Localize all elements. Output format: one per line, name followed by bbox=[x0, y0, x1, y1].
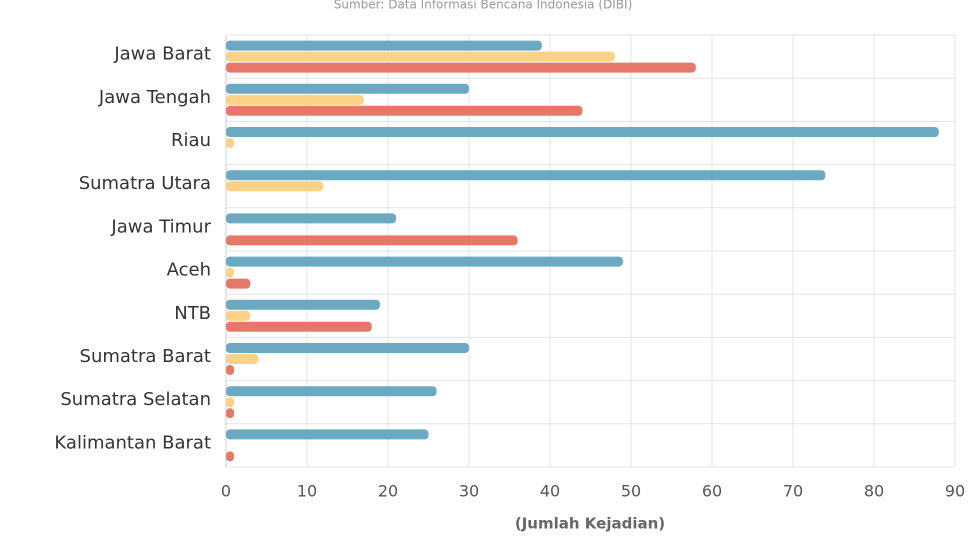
x-tick-label: 50 bbox=[621, 482, 641, 501]
y-tick-label: Jawa Tengah bbox=[98, 87, 211, 108]
bar bbox=[226, 397, 235, 408]
bar bbox=[226, 83, 469, 94]
y-tick-label: Sumatra Selatan bbox=[60, 389, 211, 410]
bar bbox=[226, 94, 364, 105]
bar bbox=[226, 181, 324, 192]
x-tick-label: 80 bbox=[864, 482, 884, 501]
bar bbox=[226, 62, 696, 73]
bar bbox=[226, 408, 235, 419]
bar bbox=[226, 40, 542, 51]
y-tick-label: Riau bbox=[171, 130, 211, 151]
y-tick-label: NTB bbox=[174, 303, 211, 324]
bar bbox=[226, 127, 939, 137]
bar bbox=[226, 354, 259, 364]
bar bbox=[226, 429, 429, 440]
x-tick-label: 10 bbox=[297, 482, 317, 501]
bar bbox=[226, 213, 397, 224]
y-tick-label: Jawa Timur bbox=[110, 216, 211, 237]
bar bbox=[226, 365, 235, 375]
y-tick-label: Sumatra Utara bbox=[79, 173, 211, 194]
bar bbox=[226, 310, 251, 321]
x-tick-label: 70 bbox=[783, 482, 803, 501]
bar bbox=[226, 235, 518, 246]
chart-subtitle: Sumber: Data Informasi Bencana Indonesia… bbox=[334, 0, 633, 12]
bar bbox=[226, 299, 380, 310]
bar bbox=[226, 343, 469, 353]
x-tick-label: 40 bbox=[540, 482, 560, 501]
bar bbox=[226, 256, 623, 267]
x-tick-label: 20 bbox=[378, 482, 398, 501]
bar bbox=[226, 386, 437, 397]
y-tick-label: Sumatra Barat bbox=[80, 346, 211, 367]
y-tick-label: Jawa Barat bbox=[113, 44, 211, 65]
x-tick-label: 60 bbox=[702, 482, 722, 501]
x-axis-title: (Jumlah Kejadian) bbox=[515, 515, 665, 533]
bar bbox=[226, 138, 235, 148]
y-tick-label: Aceh bbox=[167, 260, 211, 281]
bar bbox=[226, 170, 826, 181]
y-tick-label: Kalimantan Barat bbox=[54, 432, 211, 453]
bar bbox=[226, 267, 235, 278]
bar bbox=[226, 278, 251, 289]
bar bbox=[226, 321, 372, 332]
bar bbox=[226, 451, 235, 462]
x-tick-label: 0 bbox=[221, 482, 231, 501]
bar bbox=[226, 105, 583, 116]
bar bbox=[226, 51, 615, 62]
x-tick-label: 30 bbox=[459, 482, 479, 501]
x-tick-label: 90 bbox=[945, 482, 965, 501]
